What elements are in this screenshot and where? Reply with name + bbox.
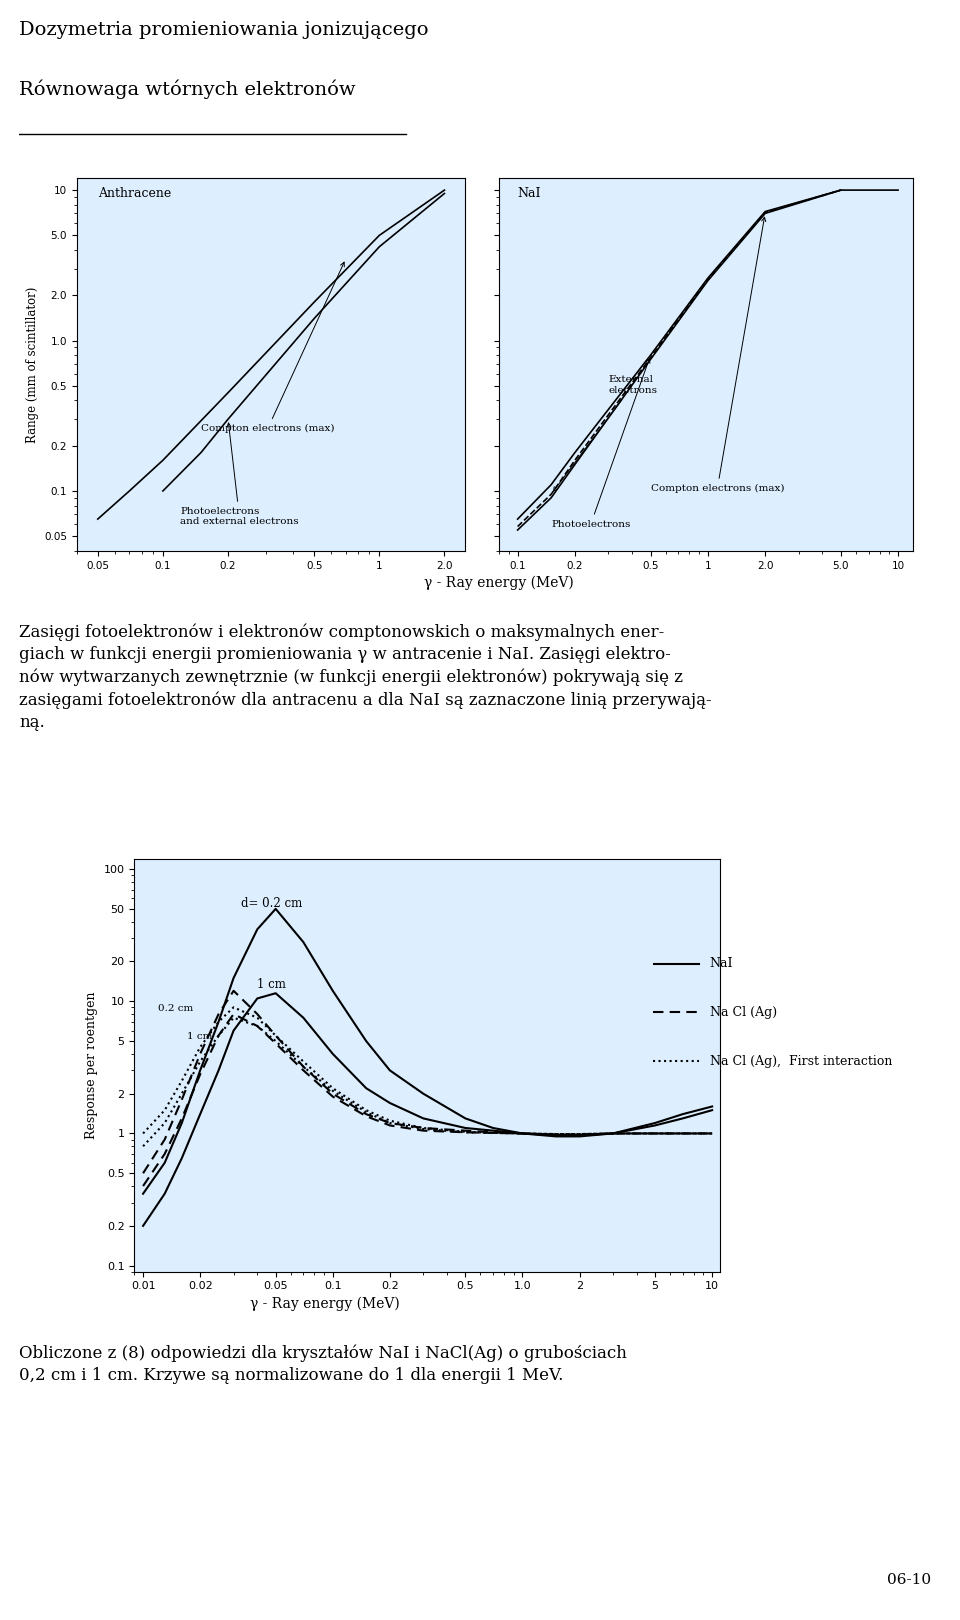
Text: Photoelectrons: Photoelectrons [551,358,650,528]
Text: Anthracene: Anthracene [98,186,171,199]
Text: 1 cm: 1 cm [257,978,286,991]
Text: γ - Ray energy (MeV): γ - Ray energy (MeV) [424,577,574,590]
Y-axis label: Response per roentgen: Response per roentgen [85,991,98,1139]
Text: Na Cl (Ag): Na Cl (Ag) [709,1006,777,1019]
Text: 1 cm: 1 cm [187,1032,212,1040]
Text: NaI: NaI [517,186,541,199]
Text: NaI: NaI [709,957,733,970]
Text: External
electrons: External electrons [554,376,658,491]
Text: d= 0.2 cm: d= 0.2 cm [241,896,302,909]
Text: Photoelectrons
and external electrons: Photoelectrons and external electrons [180,423,299,526]
Text: 06-10: 06-10 [887,1573,931,1586]
Text: Compton electrons (max): Compton electrons (max) [201,262,345,433]
Text: Na Cl (Ag),  First interaction: Na Cl (Ag), First interaction [709,1055,892,1068]
Text: Równowaga wtórnych elektronów: Równowaga wtórnych elektronów [19,79,356,99]
Text: Zasięgi fotoelektronów i elektronów comptonowskich o maksymalnych ener-
giach w : Zasięgi fotoelektronów i elektronów comp… [19,624,711,731]
Y-axis label: Range (mm of scintillator): Range (mm of scintillator) [26,287,38,442]
Text: Compton electrons (max): Compton electrons (max) [651,217,784,492]
Text: γ - Ray energy (MeV): γ - Ray energy (MeV) [250,1298,399,1311]
Text: Obliczone z (8) odpowiedzi dla kryształów NaI i NaCl(Ag) o grubościach
0,2 cm i : Obliczone z (8) odpowiedzi dla kryształó… [19,1345,627,1385]
Text: 0.2 cm: 0.2 cm [158,1004,193,1012]
Text: Dozymetria promieniowania jonizującego: Dozymetria promieniowania jonizującego [19,21,429,39]
